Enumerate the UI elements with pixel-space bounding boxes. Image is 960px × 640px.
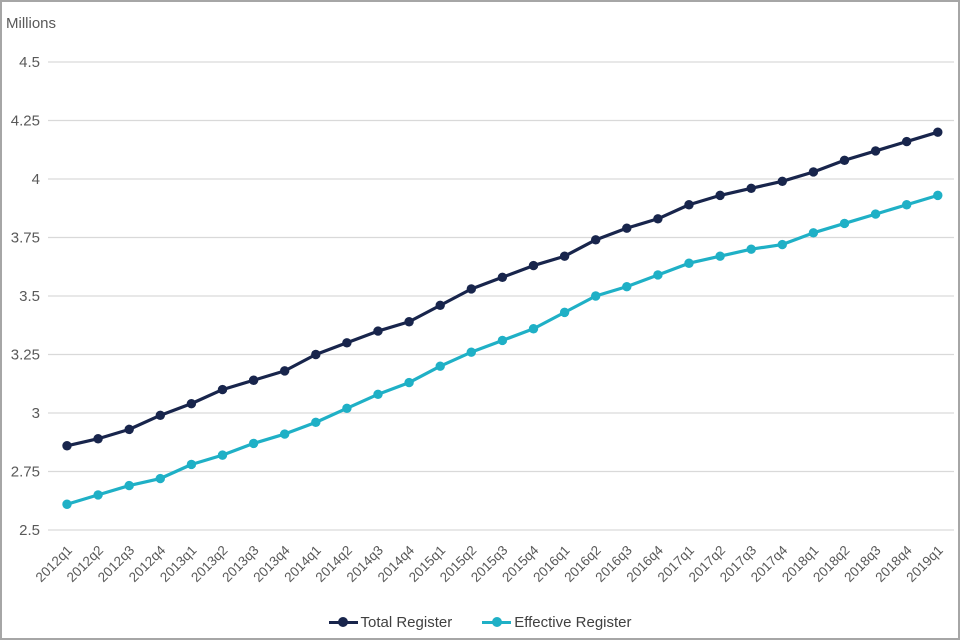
data-point-marker	[373, 326, 383, 336]
data-point-marker	[715, 190, 725, 201]
data-point-marker	[746, 244, 756, 254]
data-point-marker	[933, 190, 943, 201]
data-point-marker	[248, 438, 259, 449]
data-point-marker	[777, 239, 787, 250]
data-point-marker	[902, 136, 912, 147]
series-line-1	[65, 193, 940, 506]
data-point-marker	[435, 361, 445, 371]
data-point-marker	[155, 410, 165, 421]
chart-legend: Total Register Effective Register	[2, 609, 958, 635]
y-axis-tick-label: 4.5	[19, 54, 40, 71]
y-axis-tick-label: 3.5	[19, 288, 40, 305]
data-point-marker	[528, 324, 539, 334]
data-point-marker	[217, 384, 228, 395]
data-point-marker	[622, 223, 632, 233]
data-point-marker	[342, 403, 352, 414]
data-point-marker	[186, 398, 197, 409]
data-point-marker	[124, 480, 134, 491]
y-axis-unit-label: Millions	[6, 15, 57, 32]
data-point-marker	[373, 389, 383, 399]
y-axis-tick-label: 4	[32, 171, 40, 188]
data-point-marker	[404, 377, 414, 388]
data-point-marker	[497, 272, 508, 282]
data-point-marker	[124, 424, 134, 435]
data-point-marker	[93, 490, 103, 500]
data-point-marker	[902, 200, 912, 210]
data-point-marker	[466, 284, 476, 294]
y-axis-tick-label: 3.75	[11, 230, 40, 247]
data-point-marker	[715, 251, 725, 261]
data-point-marker	[435, 300, 445, 311]
y-axis-tick-label: 3.25	[11, 347, 40, 364]
legend-item-effective-register: Effective Register	[482, 613, 632, 631]
data-point-marker	[653, 214, 663, 224]
y-axis-tick-label: 2.75	[11, 464, 40, 481]
y-axis-tick-label: 2.5	[19, 522, 40, 539]
data-point-marker	[839, 155, 850, 165]
data-point-marker	[559, 307, 570, 318]
data-point-marker	[870, 146, 881, 156]
data-point-marker	[280, 429, 290, 439]
data-point-marker	[217, 450, 228, 460]
data-point-marker	[311, 349, 321, 360]
data-point-marker	[870, 209, 881, 219]
data-point-marker	[746, 183, 756, 194]
data-point-marker	[248, 375, 259, 385]
data-point-marker	[808, 167, 819, 177]
data-point-marker	[933, 127, 943, 137]
data-point-marker	[839, 218, 850, 229]
data-point-marker	[155, 473, 165, 484]
data-point-marker	[528, 260, 539, 271]
data-point-marker	[653, 270, 663, 280]
legend-label-effective-register: Effective Register	[514, 613, 632, 631]
data-point-marker	[591, 291, 601, 301]
data-point-marker	[684, 258, 694, 268]
data-point-marker	[466, 347, 476, 357]
effective-register-line-marker-icon	[482, 617, 512, 627]
data-point-marker	[591, 235, 601, 245]
data-point-marker	[62, 441, 72, 451]
data-point-marker	[93, 434, 103, 444]
data-point-marker	[808, 228, 819, 238]
data-point-marker	[342, 338, 352, 348]
data-point-marker	[497, 335, 508, 346]
data-point-marker	[311, 417, 321, 428]
data-point-marker	[62, 499, 72, 509]
legend-label-total-register: Total Register	[360, 613, 453, 631]
data-point-marker	[559, 251, 570, 261]
data-point-marker	[777, 176, 787, 187]
data-point-marker	[404, 317, 414, 327]
data-point-marker	[280, 366, 290, 376]
data-point-marker	[684, 200, 694, 210]
legend-item-total-register: Total Register	[328, 613, 453, 631]
y-axis-tick-label: 3	[32, 405, 40, 422]
data-point-marker	[186, 459, 197, 470]
total-register-line-marker-icon	[328, 617, 358, 627]
y-axis-tick-label: 4.25	[11, 113, 40, 130]
data-point-marker	[622, 281, 632, 292]
